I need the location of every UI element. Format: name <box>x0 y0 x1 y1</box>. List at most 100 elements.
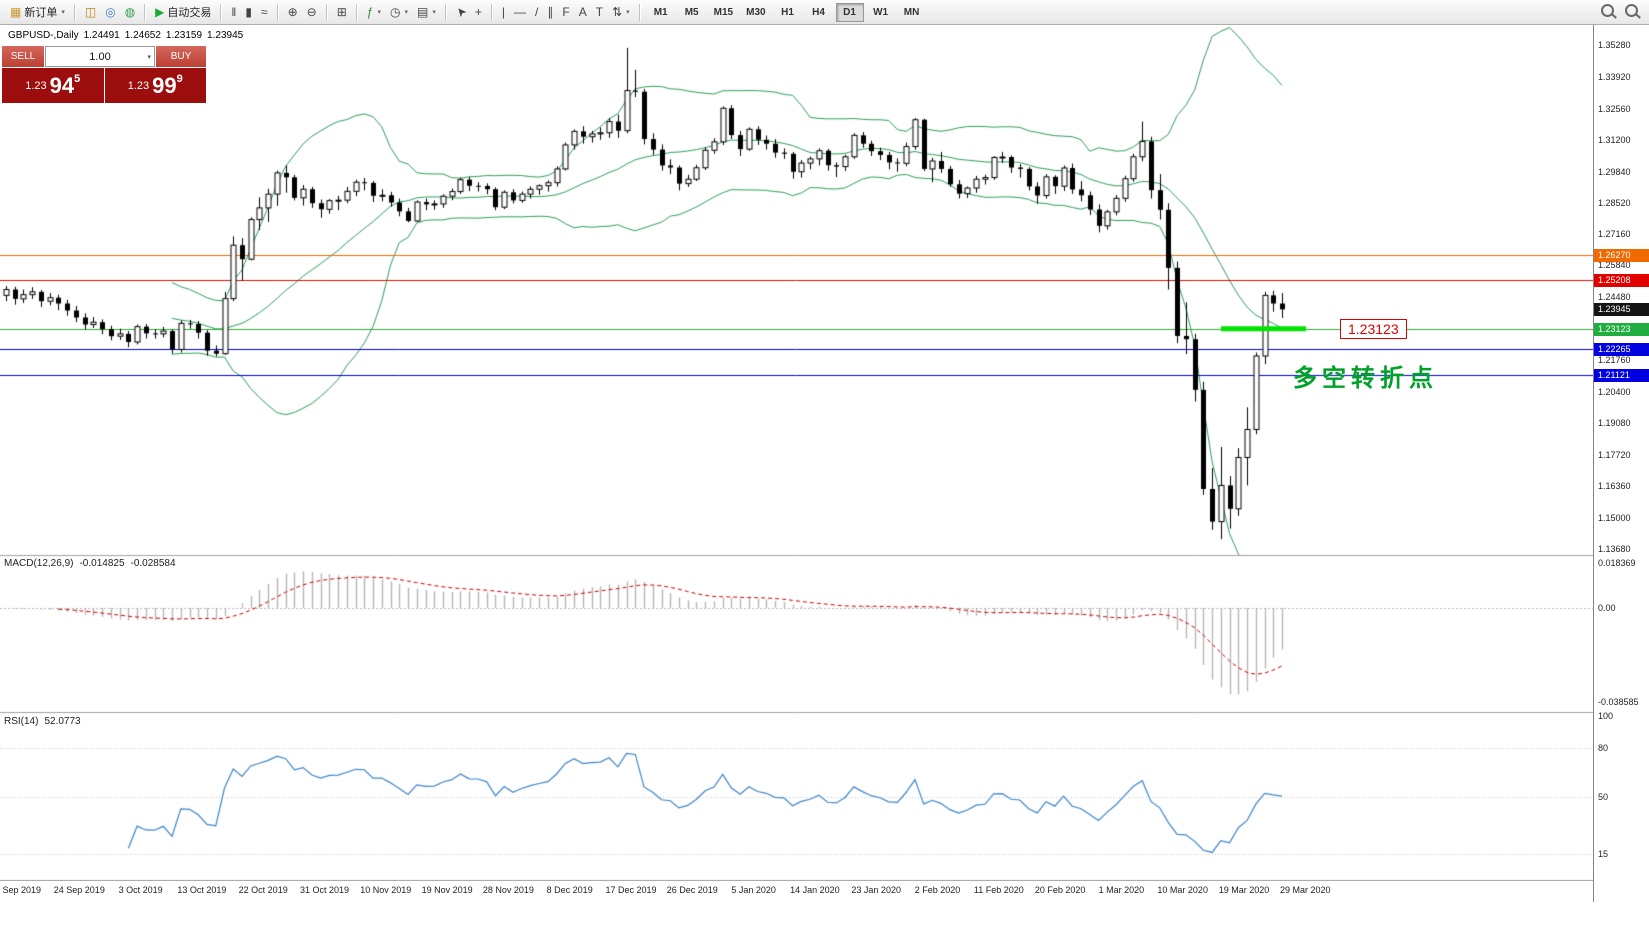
text-label-button[interactable]: T <box>592 1 607 23</box>
axis-label: 1.29840 <box>1598 166 1631 177</box>
axis-label: 15 <box>1598 848 1609 859</box>
zoom-in-button[interactable]: ⊕ <box>284 1 302 23</box>
zoom-out-button[interactable]: ⊖ <box>303 1 321 23</box>
date-label: 22 Oct 2019 <box>238 885 288 895</box>
periods-button[interactable]: ◷ ▾ <box>386 1 412 23</box>
axis-label: 1.33920 <box>1598 71 1631 82</box>
axis-label: 1.24480 <box>1598 291 1631 302</box>
buy-button[interactable]: BUY <box>156 46 206 67</box>
arrows-button[interactable]: ⇅ ▾ <box>608 1 634 23</box>
sell-price-prefix: 1.23 <box>25 79 47 92</box>
one-click-trading-panel: SELL 1.00 ▾ BUY 1.23 94 5 1.23 99 9 <box>2 46 206 103</box>
text-button[interactable]: A <box>575 1 591 23</box>
date-label: 2 Feb 2020 <box>914 885 961 895</box>
axis-label: 50 <box>1598 791 1609 802</box>
chart-canvas[interactable] <box>0 25 1593 902</box>
rsi-value: 52.0773 <box>44 716 81 727</box>
sell-price-display[interactable]: 1.23 94 5 <box>2 68 104 103</box>
navigator-icon-glyph: ◎ <box>105 5 116 19</box>
date-label: 17 Dec 2019 <box>605 885 657 895</box>
timeframe-mn-button[interactable]: MN <box>903 6 920 18</box>
price-tag-1.25208: 1.25208 <box>1594 274 1649 288</box>
candlestick-chart-button[interactable]: ▮ <box>241 1 256 23</box>
price-axis[interactable]: 1.35280 1.33920 1.32560 1.31200 1.29840 1.285… <box>1593 25 1649 902</box>
timeframe-d1-button[interactable]: D1 <box>835 2 864 22</box>
timeframe-m5-button[interactable]: M5 <box>684 6 699 18</box>
axis-label: 1.35280 <box>1598 40 1631 51</box>
timeframe-m15-button[interactable]: M15 <box>713 6 734 18</box>
axis-label: -0.038585 <box>1598 697 1639 708</box>
volume-caret-icon[interactable]: ▾ <box>147 54 151 61</box>
horizontal-line-button[interactable]: — <box>510 1 530 23</box>
line-chart-button-glyph: ≈ <box>260 5 268 19</box>
pivot-annotation-text[interactable]: 多空转折点 <box>1293 365 1438 392</box>
time-axis[interactable]: 5 Sep 2019 24 Sep 2019 3 Oct 2019 13 Oct 20… <box>0 881 1593 902</box>
price-level-annotation[interactable]: 1.23123 <box>1340 319 1407 339</box>
price-tag-1.23945: 1.23945 <box>1594 303 1649 317</box>
timeframe-m30-button[interactable]: M30 <box>746 6 766 18</box>
toolbar: ▦ 新订单 ▾ ◫ ◎ ◍ ▶ 自动交易 ‖ ▮ ≈ ⊕ ⊖ ⊞ ƒ ▾ ◷ ▾ ▤ ▾ ➤ + | — / ∥ F A T ⇅ ▾ M1 M5… <box>0 0 1649 25</box>
candlestick-chart-button-glyph: ▮ <box>245 5 252 19</box>
indicators-button[interactable]: ƒ ▾ <box>363 1 385 23</box>
bar-chart-button-glyph: ‖ <box>231 5 237 19</box>
search-icon[interactable] <box>1621 1 1645 23</box>
axis-label: 1.25840 <box>1598 260 1631 271</box>
timeframe-w1-button[interactable]: W1 <box>873 6 889 18</box>
timeframe-m1-button[interactable]: M1 <box>653 6 668 18</box>
macd-indicator-label: MACD(12,26,9) -0.014825 -0.028584 <box>4 558 182 569</box>
date-label: 19 Mar 2020 <box>1218 885 1270 895</box>
window-group: ◫ ◎ ◍ <box>79 1 141 23</box>
trendline-button[interactable]: / <box>531 1 542 23</box>
axis-label: 1.17720 <box>1598 449 1631 460</box>
toolbar-separator <box>144 3 147 21</box>
caret-down-icon: ▾ <box>432 9 436 16</box>
macd-value-1: -0.014825 <box>79 558 125 569</box>
tile-windows-button[interactable]: ⊞ <box>333 1 351 23</box>
templates-button[interactable]: ▤ ▾ <box>413 1 440 23</box>
buy-price-prefix: 1.23 <box>127 79 150 92</box>
rsi-name: RSI(14) <box>4 716 39 727</box>
line-chart-button[interactable]: ≈ <box>257 1 272 23</box>
terminal-icon[interactable]: ◍ <box>121 1 139 23</box>
axis-label: 1.27160 <box>1598 229 1631 240</box>
axis-label: 80 <box>1598 743 1609 754</box>
volume-input[interactable]: 1.00 ▾ <box>45 46 155 67</box>
equidistant-channel-button[interactable]: ∥ <box>543 1 557 23</box>
toolbar-separator <box>638 3 641 21</box>
volume-value: 1.00 <box>89 50 111 63</box>
price-tag-1.26270: 1.26270 <box>1594 249 1649 263</box>
equidistant-channel-button-glyph: ∥ <box>547 5 554 19</box>
ohlc-low: 1.23159 <box>165 30 203 41</box>
market-watch-icon[interactable]: ◫ <box>81 1 100 23</box>
date-label: 11 Feb 2020 <box>973 885 1024 895</box>
navigator-icon[interactable]: ◎ <box>101 1 119 23</box>
text-button-glyph: A <box>578 5 587 19</box>
bar-chart-button[interactable]: ‖ <box>227 1 240 23</box>
crosshair-button[interactable]: + <box>471 1 486 23</box>
price-tag-1.23123: 1.23123 <box>1594 322 1649 336</box>
timeframe-h4-button[interactable]: H4 <box>812 6 825 18</box>
date-label: 29 Mar 2020 <box>1280 885 1331 895</box>
horizontal-line-button-glyph: — <box>514 5 527 19</box>
sell-button[interactable]: SELL <box>2 46 44 67</box>
timeframe-h1-button[interactable]: H1 <box>781 6 794 18</box>
buy-price-main: 99 <box>152 72 177 98</box>
buy-price-display[interactable]: 1.23 99 9 <box>104 68 206 103</box>
search-symbol-icon[interactable] <box>1597 1 1621 23</box>
cursor-button[interactable]: ➤ <box>452 1 470 23</box>
new-order-button[interactable]: ▦ 新订单 ▾ <box>6 1 69 23</box>
arrange-group: ⊞ <box>331 1 353 23</box>
fibonacci-button[interactable]: F <box>558 1 573 23</box>
vertical-line-button[interactable]: | <box>498 1 509 23</box>
symbol-name: GBPUSD-,Daily <box>8 30 79 41</box>
date-label: 28 Nov 2019 <box>482 885 534 895</box>
toolbar-separator <box>325 3 328 21</box>
axis-label: 100 <box>1598 710 1614 721</box>
macd-name: MACD(12,26,9) <box>4 558 74 569</box>
axis-label: 0.018369 <box>1598 557 1636 568</box>
toolbar-separator <box>276 3 279 21</box>
axis-label: 1.32560 <box>1598 103 1631 114</box>
order-group: ▦ 新订单 ▾ <box>4 1 71 23</box>
autotrading-button[interactable]: ▶ 自动交易 <box>151 1 215 23</box>
